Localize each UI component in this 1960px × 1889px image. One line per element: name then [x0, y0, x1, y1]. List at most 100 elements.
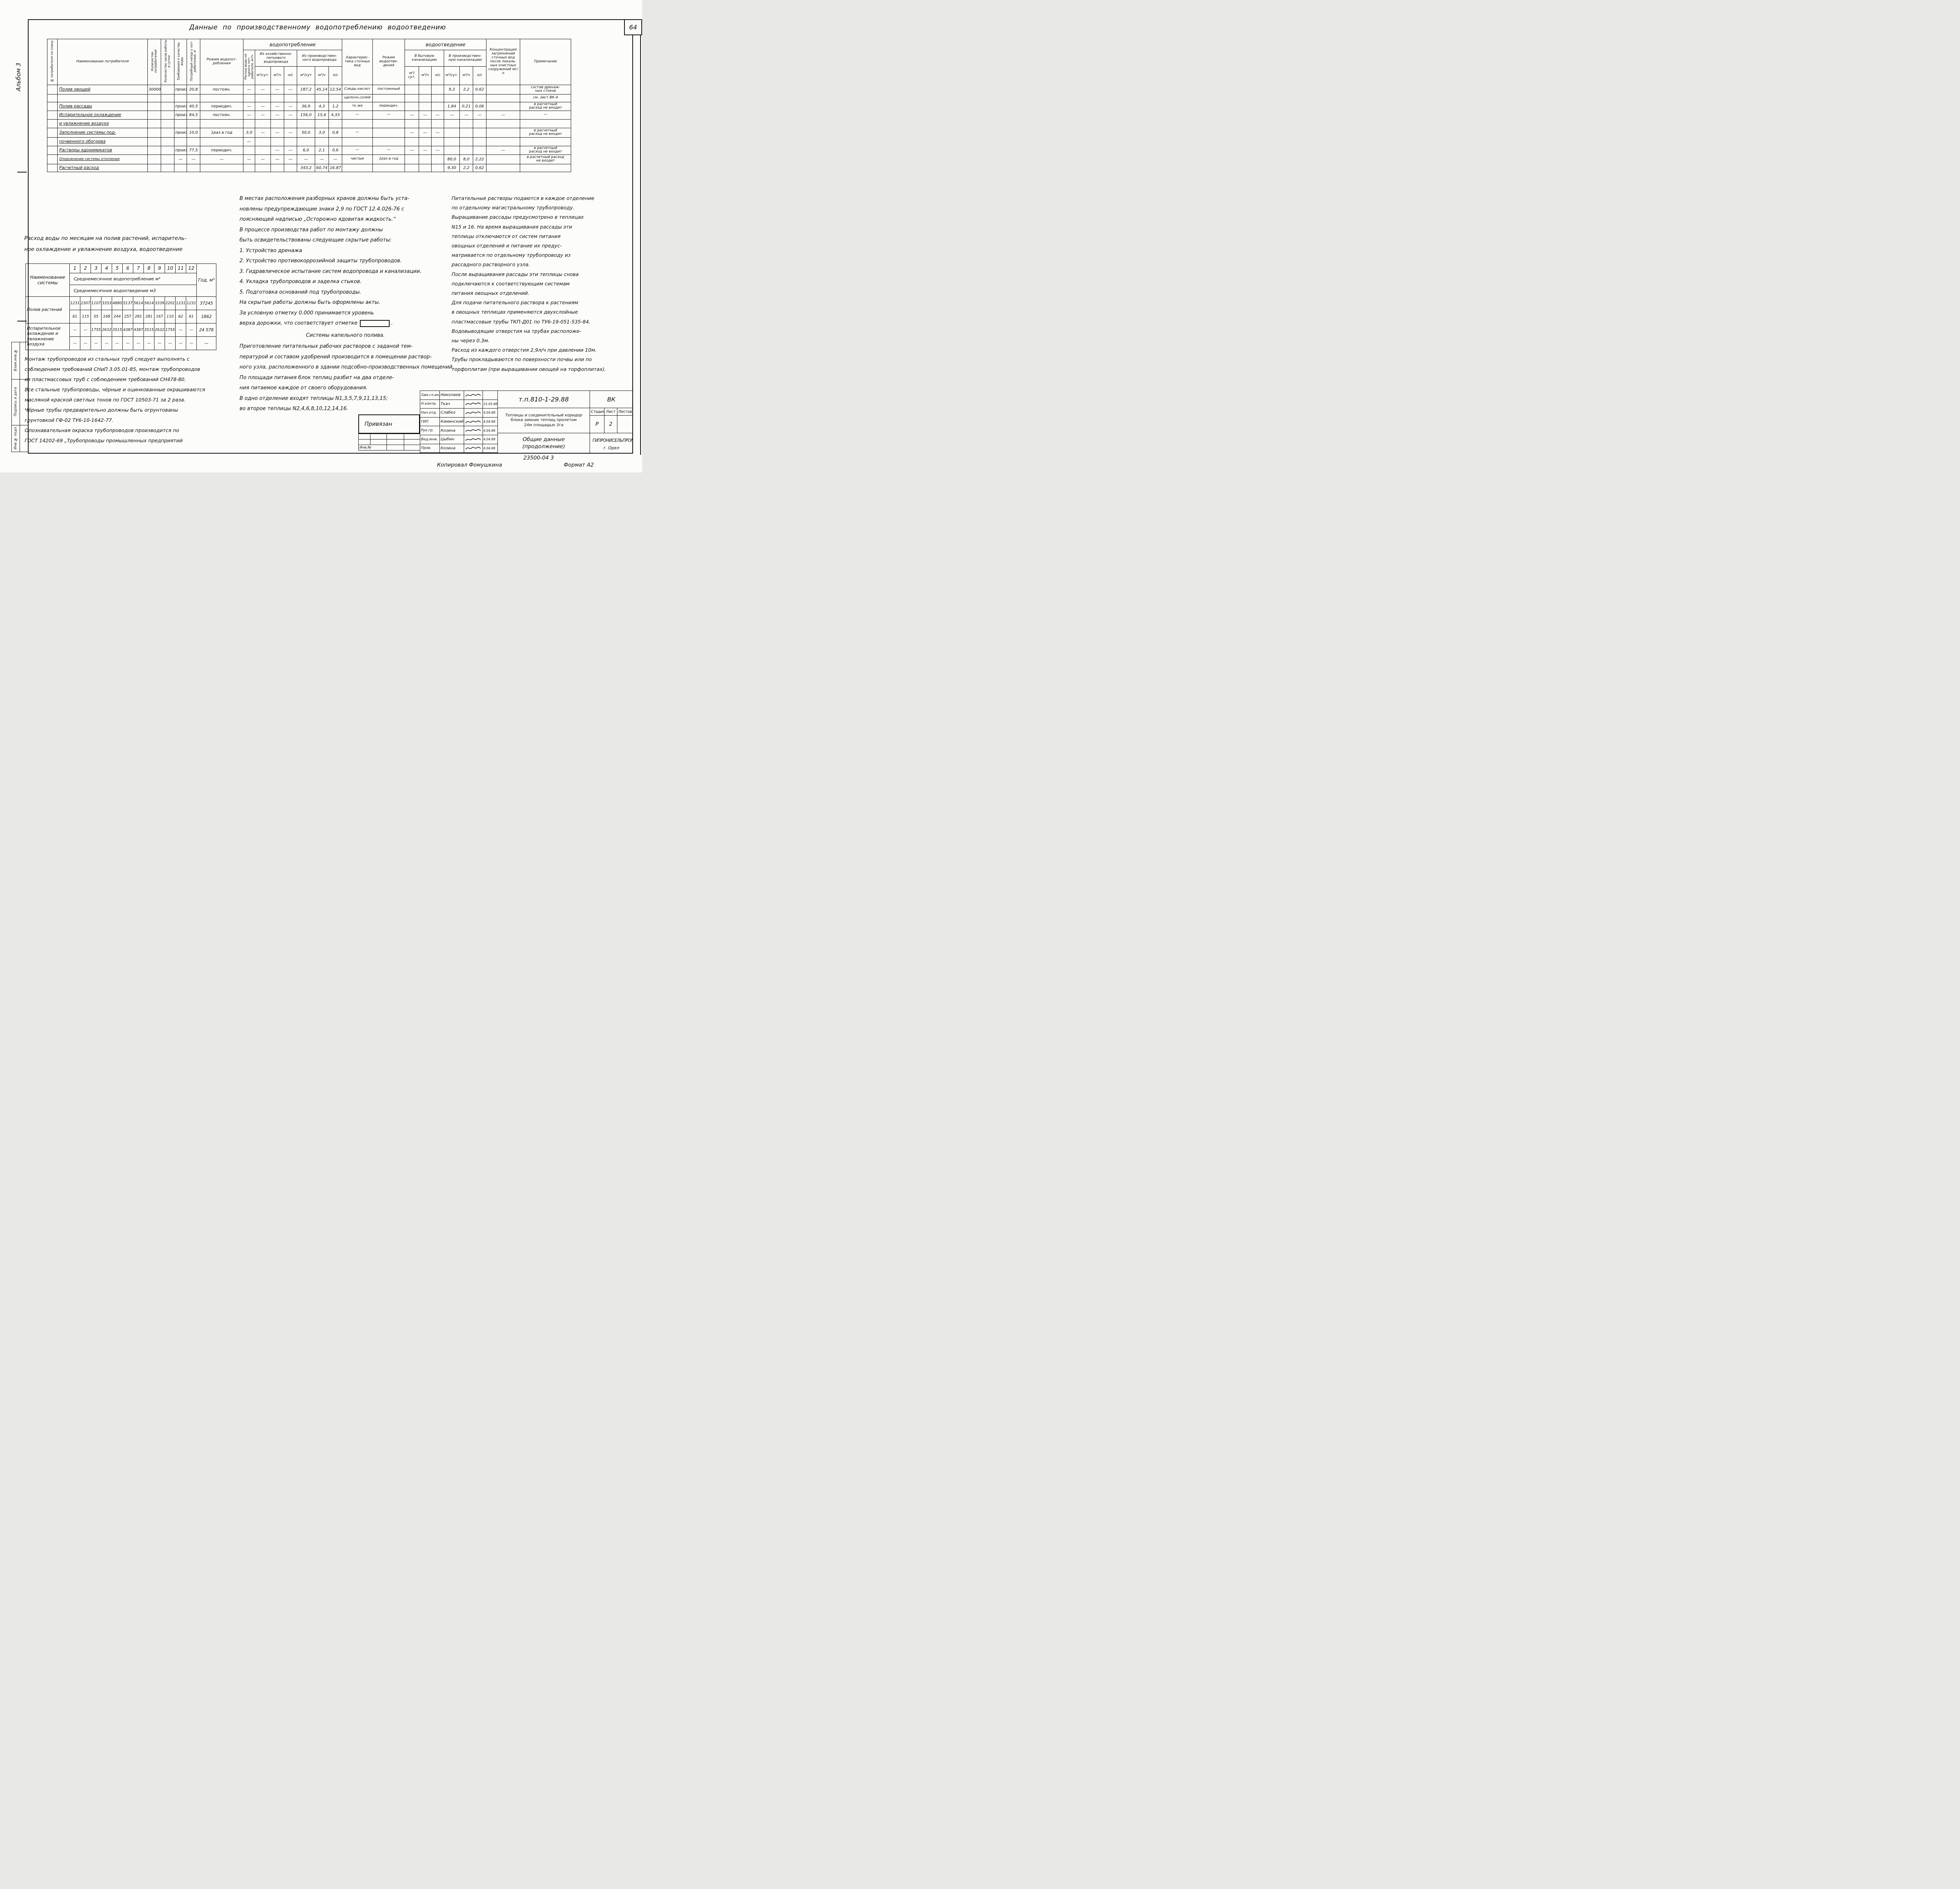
table-cell: — [284, 127, 297, 138]
table-cell: № потребителя по плану [47, 39, 58, 85]
note-line: ны через 0.3м. [452, 338, 490, 344]
table-cell [483, 391, 498, 400]
table-cell: 167 [154, 310, 165, 323]
table-cell [174, 137, 187, 146]
note-line: На скрытые работы должны быть оформлены … [240, 300, 381, 305]
table-cell: Год, м³ [196, 263, 216, 297]
table-cell: — [80, 323, 91, 337]
table-cell: Из хозяйственно- питьевого водопровода [255, 49, 297, 67]
table-cell [187, 137, 200, 146]
sheet-title-line: Общие данные [523, 436, 565, 443]
table-cell: 4.04.88 [483, 443, 498, 453]
table-cell: 3339 [154, 296, 165, 310]
table-cell: Каминский [439, 417, 464, 427]
table-cell: 20,8 [187, 84, 200, 94]
table-cell [328, 119, 343, 128]
project-name-line: Теплицы и соединительный коридор [505, 413, 583, 418]
table-cell: 36,9 [297, 102, 315, 111]
table-cell: — [284, 102, 297, 111]
table-cell: 15,6 [315, 110, 329, 120]
table-cell: почвенного обогрева [57, 137, 148, 146]
table-cell [486, 84, 521, 94]
note-line: Все стальные трубопроводы, чёрные и оцин… [25, 387, 205, 392]
table-cell: Испарительное охлаждение [57, 110, 148, 120]
table-cell: 1755 [91, 323, 102, 337]
table-cell: — [255, 84, 271, 94]
table-cell: — [174, 154, 187, 164]
table-cell: 7 [133, 263, 144, 273]
table-cell [372, 127, 405, 138]
table-cell: м³/сут [297, 66, 315, 85]
signature-icon [464, 399, 483, 409]
vertical-header-text: Количество часов работы в сутки [164, 40, 171, 83]
table-cell: Концентрация загрязнений сточных вод пос… [486, 39, 521, 85]
table-cell: 3353 [101, 296, 112, 310]
stage-value: Р [590, 415, 604, 433]
table-cell: 10,0 [187, 127, 200, 138]
table-cell: 16.87 [328, 163, 343, 172]
notes-right: Питательные растворы подаются в каждое о… [452, 194, 634, 374]
note-line: По площади питания блок теплиц разбит на… [240, 374, 394, 381]
table-cell [459, 137, 474, 146]
table-row: Нач.отд. Слабко 4.04.88 [420, 408, 498, 418]
sheet-title-line: (продолжение) [522, 443, 565, 450]
paper-format: Формат А2 [564, 462, 594, 468]
table-cell: 3515 [112, 323, 123, 337]
table-cell: Потребный напор у пот-ребителей, м [187, 39, 200, 85]
table-cell [444, 119, 460, 128]
table-cell: 4387 [133, 323, 144, 337]
table-cell: 4880 [112, 296, 123, 310]
table-cell [297, 137, 315, 146]
table-row: Полив растений 1231 2307 1107 3353 4880 5137 56… [25, 296, 216, 323]
table-cell [473, 137, 487, 146]
table-row: м³/сут. м³/ч л/с м³/сут м³/ч л/с м³/сут. м³/ч л/… [47, 66, 571, 85]
table-cell: 3515 [143, 323, 154, 337]
table-cell: — [444, 110, 460, 120]
table-row: Испарительное охлаждение и увлажнение во… [25, 323, 216, 350]
table-cell: Заполнение системы под- [57, 127, 148, 138]
table-cell [161, 102, 174, 111]
table-cell: — [270, 84, 284, 94]
table-cell [328, 94, 343, 102]
table-cell: Расчетный расход [57, 163, 148, 172]
table-cell: 3 [91, 263, 102, 273]
table-cell: периодич. [200, 102, 243, 111]
table-cell: — [255, 102, 271, 111]
table-cell: — [459, 110, 474, 120]
table-cell: Полив рассады [57, 102, 148, 111]
table-cell: — [91, 336, 102, 350]
note-line: В процессе производства работ по монтажу… [240, 227, 383, 233]
table-cell: — [243, 84, 255, 94]
signature-icon [464, 426, 483, 435]
table-cell: — [196, 336, 216, 350]
table-cell: 1раз в год [372, 154, 405, 164]
table-row: Зам.гл.инж.Николаев [420, 391, 498, 400]
table-cell [431, 84, 445, 94]
monthly-table-title-line2: ное охлаждение и увлажнение воздуха, вод… [24, 246, 183, 252]
table-cell: 187,2 [297, 84, 315, 94]
note-line: Опознавательная окраска трубопроводов пр… [25, 427, 179, 433]
table-cell: — [187, 154, 200, 164]
table-cell: — [186, 336, 197, 350]
table-cell: Из производствен- ного водопровода [296, 49, 343, 67]
table-row: Опорожнение системы отопления — — — — — — — — — — ч… [47, 154, 572, 164]
table-cell: 77,5 [187, 145, 200, 155]
table-cell [147, 119, 161, 128]
vertical-header-text: Потребный напор у пот-ребителей, м [190, 41, 197, 82]
table-cell: — [80, 336, 91, 350]
table-cell: — [342, 145, 373, 155]
table-cell: 6 [122, 263, 133, 273]
table-cell: 1755 [165, 323, 176, 337]
table-cell: 1231 [186, 296, 197, 310]
table-cell: Следы кислот [342, 84, 373, 94]
table-cell: — [255, 110, 271, 120]
main-table-title: Данные по производственному водопотребле… [189, 24, 446, 31]
table-cell: Козина [439, 426, 464, 435]
table-cell [255, 119, 271, 128]
table-cell: 5614 [143, 296, 154, 310]
table-cell [284, 119, 297, 128]
table-cell: 1231 [69, 296, 80, 310]
table-cell: Количество часов работы в сутки [161, 39, 174, 85]
cell [20, 379, 28, 425]
table-cell: — [431, 127, 445, 138]
